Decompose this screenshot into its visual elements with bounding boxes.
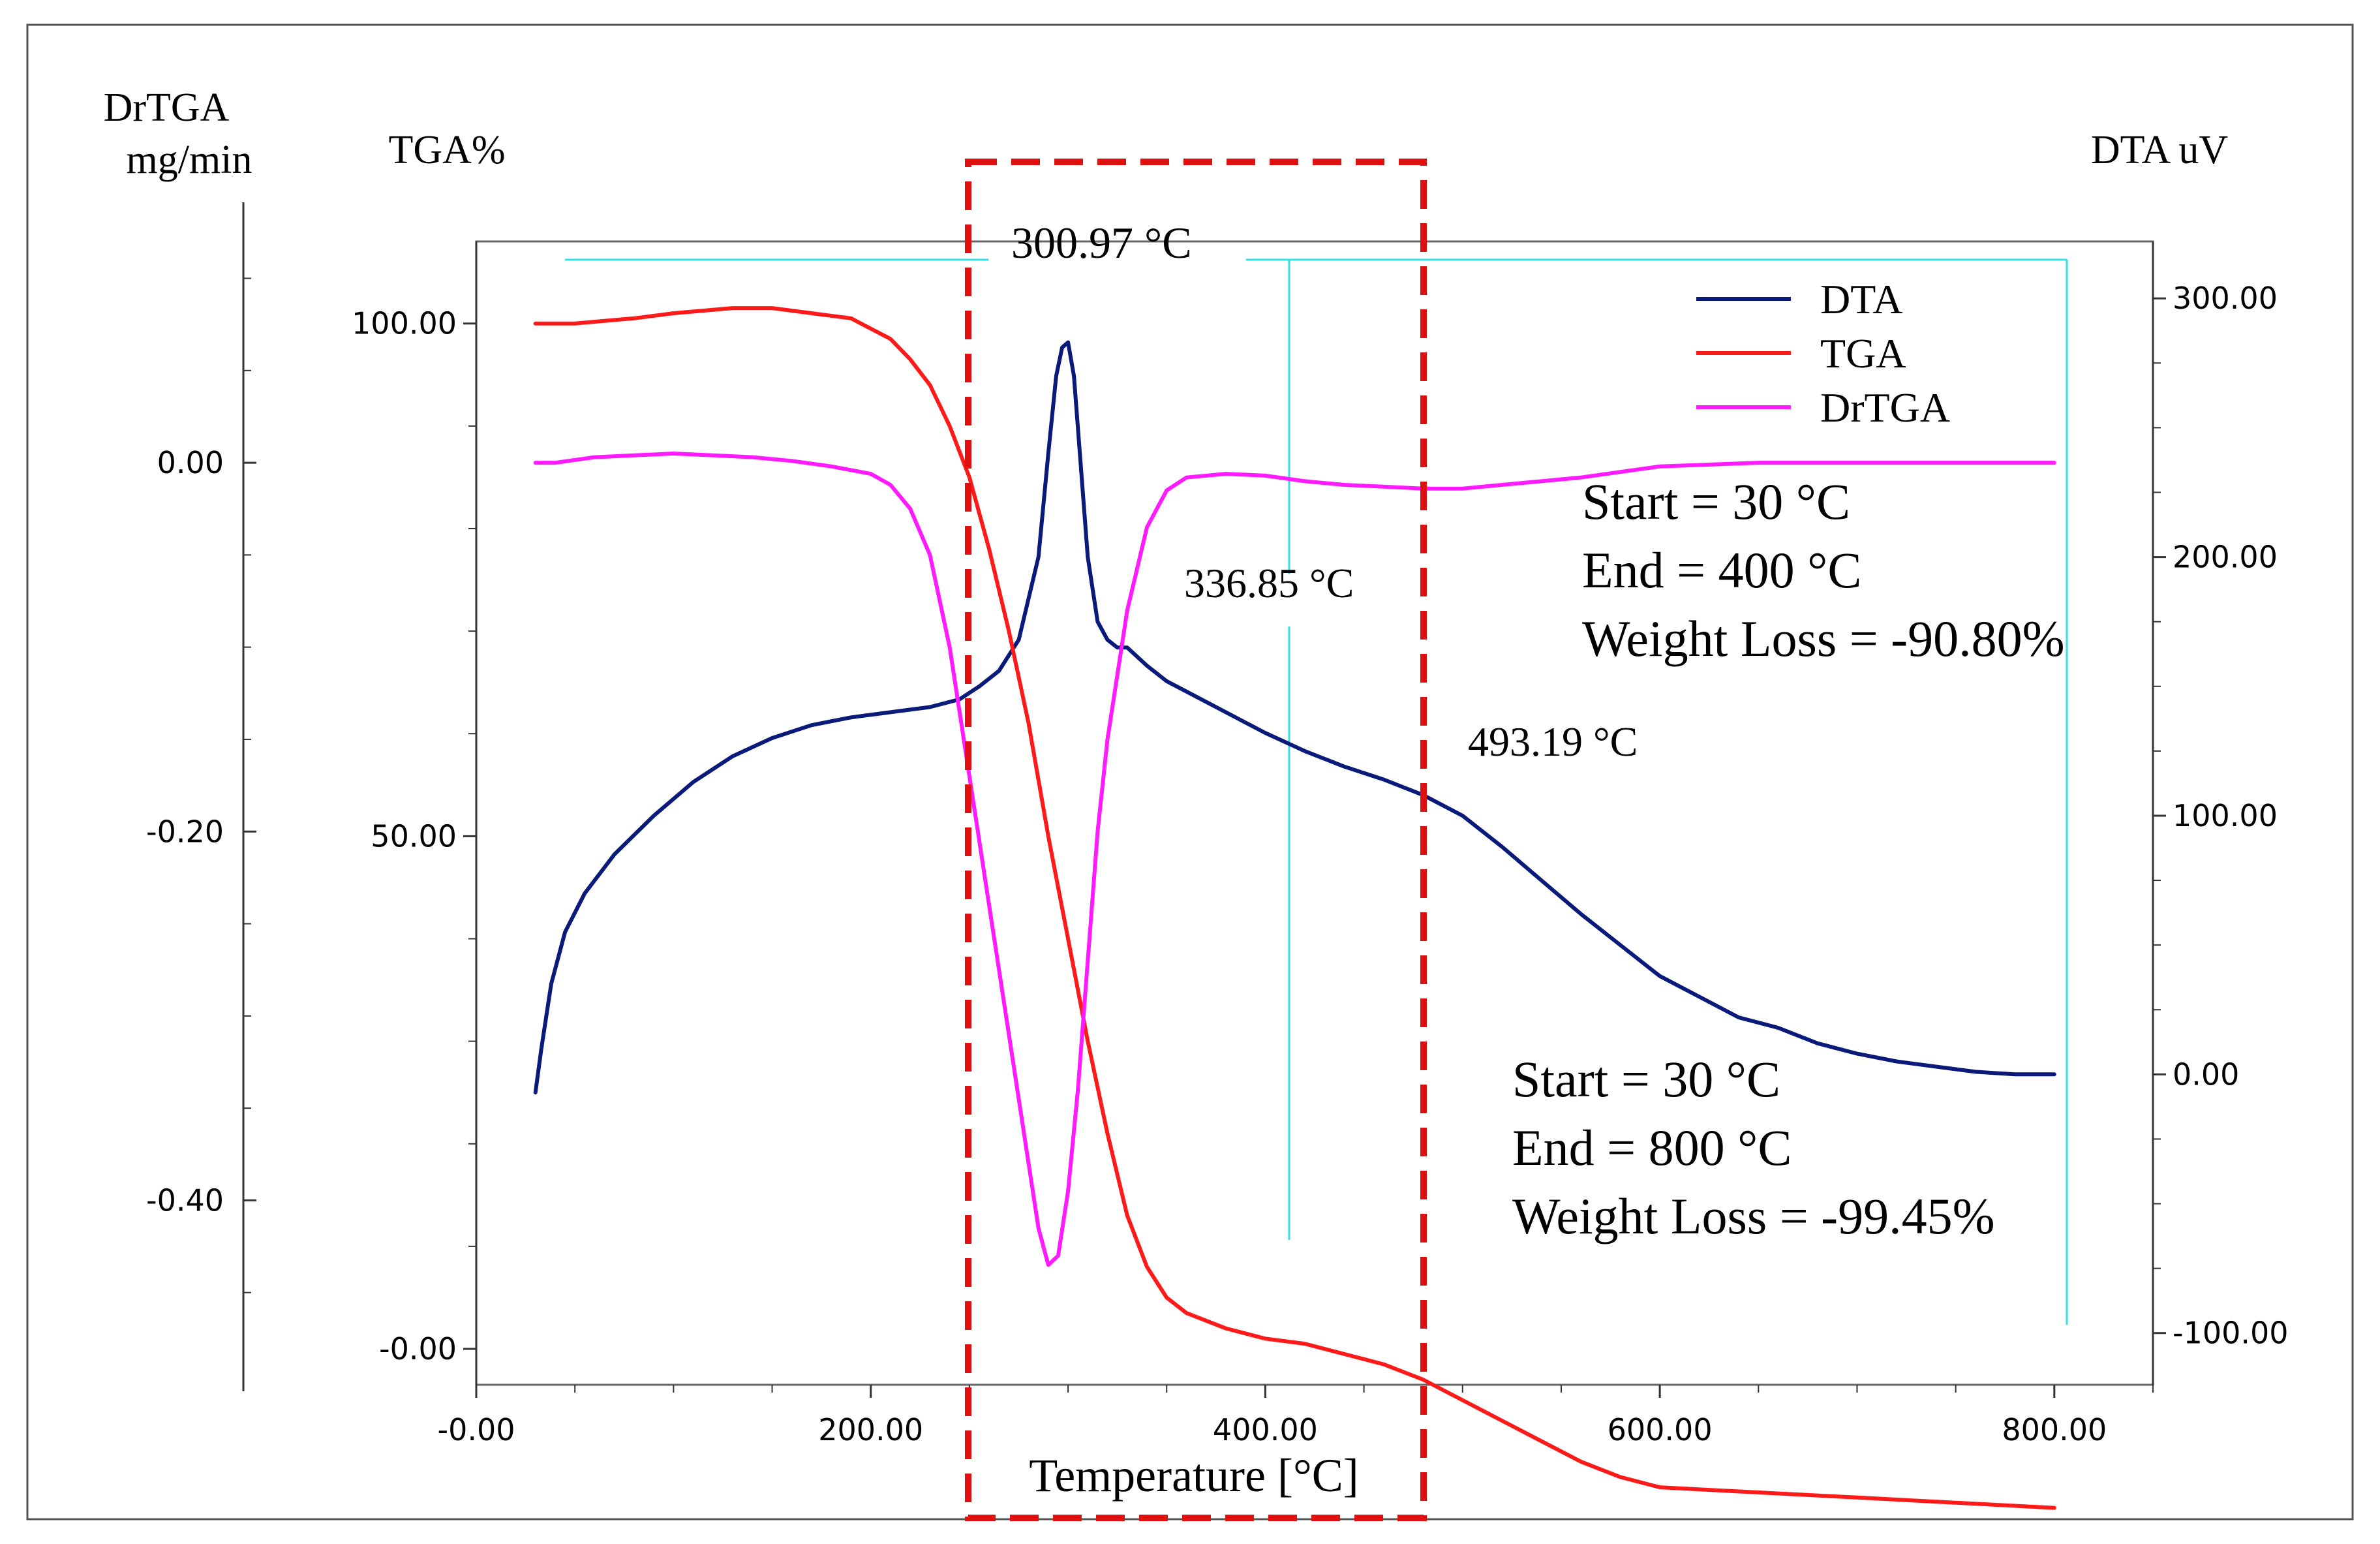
box2-weight-loss: Weight Loss = -99.45% [1512,1188,1995,1244]
dta-tick-label: -100.00 [2173,1316,2289,1351]
box2-start: Start = 30 °C [1512,1051,1780,1107]
x-tick-label: -0.00 [437,1412,515,1447]
legend-label-dta: DTA [1820,276,1902,322]
x-tick-label: 800.00 [2002,1412,2107,1447]
highlight-box [965,159,1427,1521]
peak-label-336: 336.85 °C [1184,560,1354,606]
dta-axis-title: DTA uV [2091,128,2229,172]
tga-axis-title: TGA% [388,128,505,172]
drtga-axis-title-line1: DrTGA [104,85,230,130]
series-line-dta [533,340,2056,1095]
legend-label-tga: TGA [1820,330,1906,377]
peak-label-493: 493.19 °C [1468,718,1638,765]
peak-label-300: 300.97 °C [1011,218,1192,268]
axis-ticks: -0.00 200.00 400.00 600.00 800.00 100.00 50.00… [146,277,2289,1447]
integration-guides [565,258,2068,1325]
drtga-tick-label: -0.40 [146,1182,224,1218]
legend-label-drtga: DrTGA [1820,384,1950,431]
x-axis-title: Temperature [°C] [1029,1449,1359,1502]
dta-tick-label: 0.00 [2173,1057,2239,1092]
box1-end: End = 400 °C [1582,542,1861,598]
box2-end: End = 800 °C [1512,1119,1792,1176]
dta-tick-label: 300.00 [2173,281,2278,316]
dta-tick-label: 200.00 [2173,540,2278,575]
tga-tick-label: -0.00 [379,1331,457,1366]
drtga-tick-label: 0.00 [157,445,224,480]
series-line-tga [533,306,2056,1510]
tga-tick-label: 50.00 [371,818,457,854]
x-tick-label: 600.00 [1608,1412,1713,1447]
box1-start: Start = 30 °C [1582,473,1850,530]
series-line-drtga [533,452,2056,1267]
series-group [533,306,2056,1510]
x-tick-label: 200.00 [818,1412,923,1447]
legend: DTA TGA DrTGA [1696,276,1950,431]
drtga-axis-title-line2: mg/min [127,138,252,182]
dta-tick-label: 100.00 [2173,798,2278,833]
x-tick-label: 400.00 [1213,1412,1318,1447]
box1-weight-loss: Weight Loss = -90.80% [1582,610,2065,667]
tga-tick-label: 100.00 [352,306,457,341]
drtga-tick-label: -0.20 [146,814,224,849]
